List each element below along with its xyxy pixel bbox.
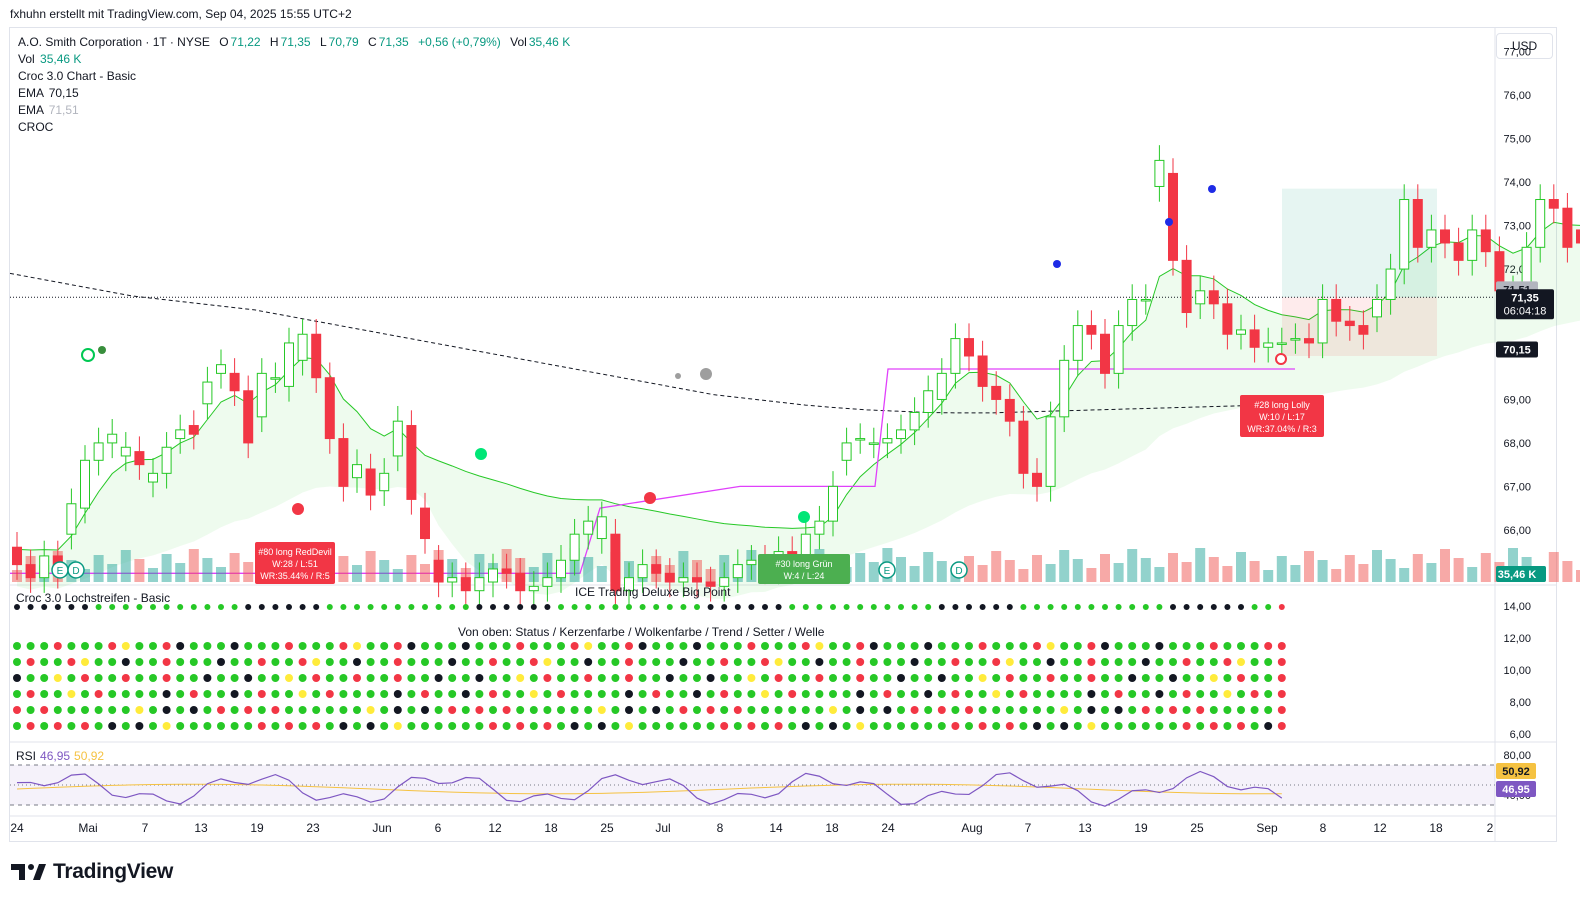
legend-ema1-label: EMA bbox=[18, 86, 44, 100]
tradingview-footer[interactable]: TradingView bbox=[11, 860, 173, 884]
legend-l-label: L bbox=[319, 35, 327, 49]
pane1-subtitle: ICE Trading Deluxe Big Point bbox=[575, 585, 731, 599]
legend-volume-row[interactable]: Vol 35,46 K bbox=[18, 51, 570, 68]
volume-bar bbox=[1576, 570, 1580, 582]
legend-symbol[interactable]: A.O. Smith Corporation · 1T · NYSE bbox=[18, 35, 210, 49]
candle[interactable] bbox=[1562, 192, 1573, 263]
legend-ema1-row[interactable]: EMA 70,15 bbox=[18, 85, 570, 102]
candle[interactable] bbox=[1576, 215, 1580, 258]
legend-ema2-label: EMA bbox=[18, 103, 44, 117]
legend-ema2-row[interactable]: EMA 71,51 bbox=[18, 102, 570, 119]
legend-croc-chart-row[interactable]: Croc 3.0 Chart - Basic bbox=[18, 69, 137, 83]
legend-low: 70,79 bbox=[328, 35, 359, 49]
legend-c-label: C bbox=[368, 35, 377, 49]
legend-ema1-value: 70,15 bbox=[48, 86, 79, 100]
share-header: fxhuhn erstellt mit TradingView.com, Sep… bbox=[10, 7, 352, 21]
legend-ema2-value: 71,51 bbox=[48, 103, 79, 117]
rsi-label: RSI bbox=[16, 749, 37, 763]
volume-bar bbox=[1562, 561, 1573, 582]
legend-row2-value: 35,46 K bbox=[40, 52, 82, 66]
currency-button[interactable]: USD bbox=[1496, 33, 1553, 59]
legend-vol: 35,46 K bbox=[528, 35, 571, 49]
chart-legend: A.O. Smith Corporation · 1T · NYSE O 71,2… bbox=[18, 34, 570, 136]
tradingview-brand: TradingView bbox=[53, 860, 174, 883]
legend-close: 71,35 bbox=[378, 35, 409, 49]
legend-o-label: O bbox=[219, 35, 229, 49]
pane1-title: Croc 3.0 Lochstreifen - Basic bbox=[16, 591, 171, 605]
legend-vol-label: Vol bbox=[510, 35, 527, 49]
chart-frame bbox=[9, 27, 1557, 842]
rsi-ma-value: 50,92 bbox=[74, 749, 105, 763]
rsi-legend[interactable]: RSI 46,95 50,92 bbox=[16, 749, 104, 763]
legend-croc-row[interactable]: CROC bbox=[18, 120, 54, 134]
rsi-value: 46,95 bbox=[40, 749, 71, 763]
legend-h-label: H bbox=[269, 35, 279, 49]
legend-change: +0,56 (+0,79%) bbox=[418, 35, 501, 49]
tradingview-logo-icon bbox=[11, 864, 46, 880]
pane1-rows-caption: Von oben: Status / Kerzenfarbe / Wolkenf… bbox=[458, 625, 825, 639]
legend-high: 71,35 bbox=[280, 35, 311, 49]
legend-row2-label: Vol bbox=[18, 52, 35, 66]
legend-open: 71,22 bbox=[230, 35, 261, 49]
legend-symbol-row[interactable]: A.O. Smith Corporation · 1T · NYSE O 71,2… bbox=[18, 34, 570, 51]
